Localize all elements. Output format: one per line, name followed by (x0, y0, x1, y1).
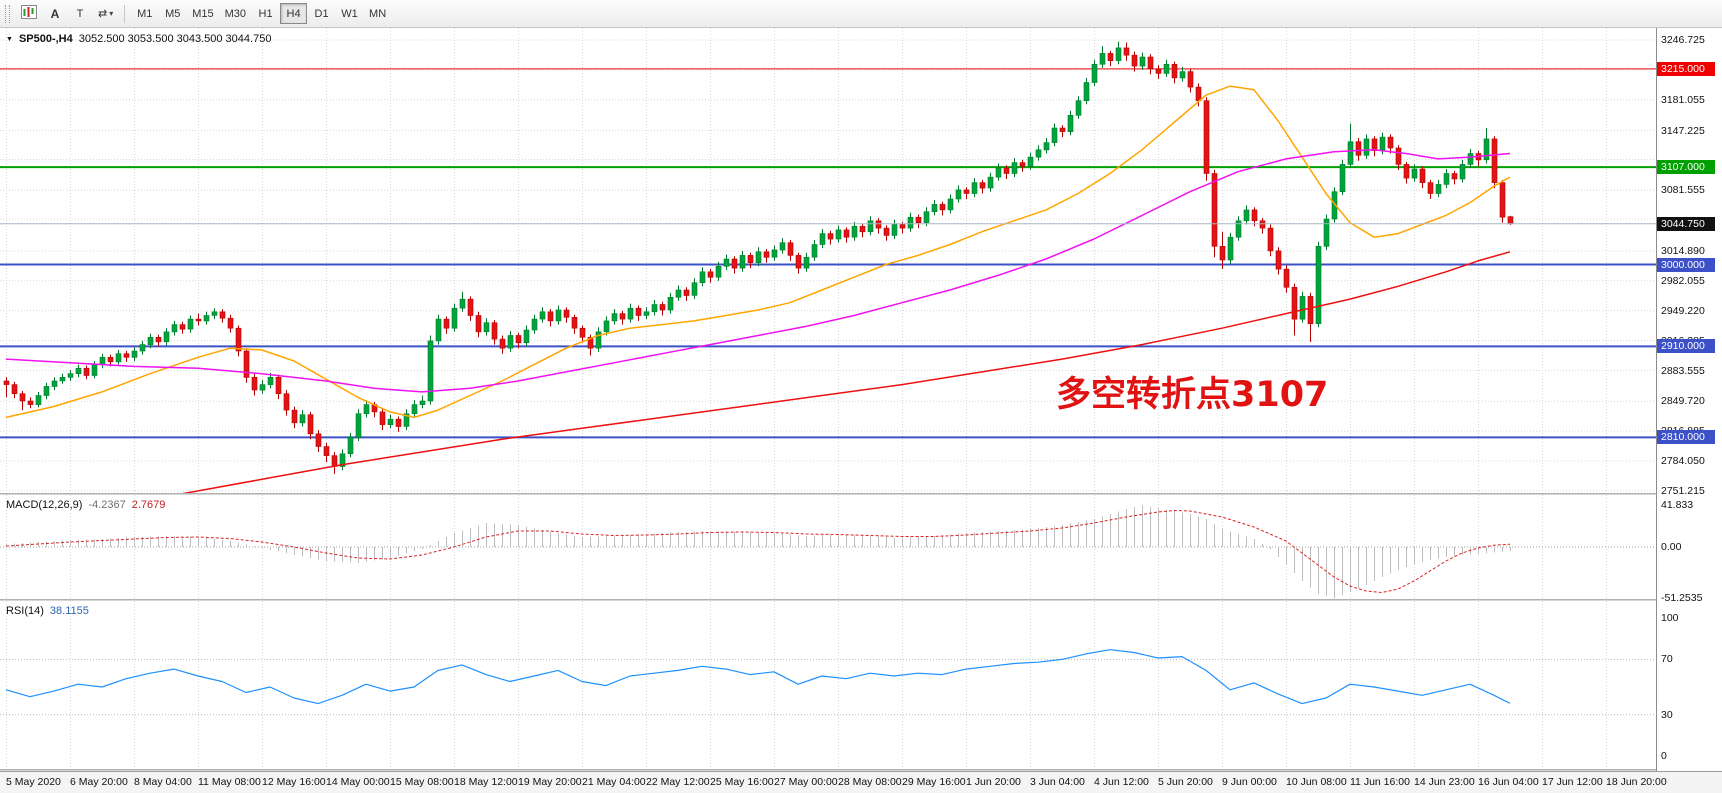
price-axis[interactable]: 3246.725 3181.055 3147.225 3081.555 3014.890… (1656, 28, 1722, 771)
pane-separator[interactable] (0, 493, 1722, 495)
annotation-text[interactable]: 多空转折点3107 (1056, 375, 1329, 415)
time-axis-label: 3 Jun 04:00 (1030, 776, 1085, 788)
time-axis-label: 18 Jun 20:00 (1606, 776, 1667, 788)
price-marker-label: 3107.000 (1657, 160, 1715, 175)
time-axis-label: 22 May 12:00 (646, 776, 710, 788)
cursor-a-button[interactable]: A (43, 3, 67, 24)
price-marker-label: 3044.750 (1657, 216, 1715, 231)
symbol-title: SP500-,H4 (18, 33, 73, 45)
time-axis-label: 5 May 2020 (6, 776, 61, 788)
macd-indicator-name: MACD(12,26,9) (6, 499, 83, 511)
time-axis-label: 1 Jun 20:00 (966, 776, 1021, 788)
price-axis-label: 0.00 (1661, 541, 1682, 553)
time-axis-label: 27 May 00:00 (774, 776, 838, 788)
arrows-icon: ⇄ (98, 8, 108, 20)
time-axis-label: 4 Jun 12:00 (1094, 776, 1149, 788)
chart-title: ▼ SP500-,H4 3052.500 3053.500 3043.500 3… (6, 33, 271, 45)
ma-slow-red (182, 251, 1511, 493)
candles-layer (3, 41, 1514, 474)
time-axis-label: 19 May 20:00 (518, 776, 582, 788)
timeframe-m15-button[interactable]: M15 (187, 3, 218, 24)
price-axis-label: 30 (1661, 708, 1673, 721)
price-axis-label: -51.2535 (1661, 592, 1703, 605)
price-axis-label: 2949.220 (1661, 304, 1705, 317)
time-axis-label: 10 Jun 08:00 (1286, 776, 1347, 788)
macd-histogram (6, 505, 1511, 599)
price-axis-label: 2982.055 (1661, 274, 1705, 287)
timeframe-mn-button[interactable]: MN (364, 3, 391, 24)
rsi-value: 38.1155 (49, 605, 89, 617)
rsi-header: RSI(14) 38.1155 (6, 605, 89, 617)
pane-separator[interactable] (0, 599, 1722, 601)
time-axis-label: 21 May 04:00 (582, 776, 646, 788)
rsi-line (5, 649, 1511, 705)
time-axis-label: 16 Jun 04:00 (1478, 776, 1539, 788)
macd-signal-line (5, 509, 1511, 594)
time-axis-label: 17 Jun 12:00 (1542, 776, 1603, 788)
price-axis-label: 0 (1661, 750, 1667, 762)
timeframe-h1-button[interactable]: H1 (252, 3, 279, 24)
timeframe-w1-button[interactable]: W1 (336, 3, 363, 24)
rsi-pane[interactable] (0, 601, 1656, 769)
letter-a-icon: A (50, 6, 60, 21)
chevron-down-icon: ▾ (109, 9, 114, 18)
time-axis-label: 6 May 20:00 (70, 776, 128, 788)
price-axis-label: 41.833 (1661, 499, 1694, 512)
price-axis-label: 100 (1661, 612, 1679, 624)
text-tool-button[interactable]: T (68, 3, 92, 24)
rsi-indicator-name: RSI(14) (6, 605, 44, 617)
time-axis-label: 25 May 16:00 (710, 776, 774, 788)
time-axis-label: 14 May 00:00 (326, 776, 390, 788)
price-axis-label: 2883.555 (1661, 364, 1705, 377)
time-axis-label: 28 May 08:00 (838, 776, 902, 788)
macd-header: MACD(12,26,9) -4.2367 2.7679 (6, 499, 165, 511)
price-axis-label: 3014.890 (1661, 245, 1705, 257)
price-axis-label: 2784.050 (1661, 455, 1705, 467)
macd-signal-value: 2.7679 (131, 499, 166, 511)
price-axis-label: 3147.225 (1661, 124, 1705, 137)
toolbar-separator (124, 4, 126, 23)
price-axis-label: 2849.720 (1661, 395, 1705, 408)
timeframe-m1-button[interactable]: M1 (131, 3, 158, 24)
main-chart-pane[interactable] (0, 28, 1656, 493)
time-axis-label: 11 Jun 16:00 (1350, 776, 1410, 788)
price-axis-label: 2751.215 (1661, 484, 1705, 497)
ohlc-values: 3052.500 3053.500 3043.500 3044.750 (78, 33, 272, 45)
price-marker-label: 2810.000 (1657, 430, 1715, 445)
timeframe-buttons: M1 M5 M15 M30 H1 H4 D1 W1 MN (131, 3, 391, 24)
timeframe-m5-button[interactable]: M5 (159, 3, 186, 24)
time-axis-label: 5 Jun 20:00 (1158, 776, 1213, 788)
time-axis-label: 18 May 12:00 (454, 776, 518, 788)
price-marker-label: 2910.000 (1657, 339, 1715, 354)
price-axis-label: 3181.055 (1661, 93, 1705, 106)
collapse-triangle-icon[interactable]: ▼ (6, 36, 13, 43)
price-axis-label: 3081.555 (1661, 184, 1705, 197)
ma-mid-magenta (5, 149, 1511, 393)
candlestick-chart-icon (21, 5, 37, 22)
price-axis-label: 3246.725 (1661, 34, 1705, 46)
macd-value: -4.2367 (88, 499, 126, 511)
time-axis-label: 11 May 08:00 (198, 776, 261, 788)
toolbar: A T ⇄ ▾ M1 M5 M15 M30 H1 H4 D1 W1 MN (0, 0, 1722, 28)
pane-separator[interactable] (0, 769, 1722, 771)
price-axis-label: 70 (1661, 653, 1673, 666)
timeframe-m30-button[interactable]: M30 (220, 3, 251, 24)
text-tool-icon: T (76, 7, 84, 20)
time-axis[interactable]: 5 May 2020 6 May 20:00 8 May 04:00 11 May 0… (0, 771, 1722, 793)
time-axis-label: 29 May 16:00 (902, 776, 966, 788)
time-axis-label: 15 May 08:00 (390, 776, 454, 788)
macd-pane[interactable] (0, 495, 1656, 599)
timeframe-h4-button[interactable]: H4 (280, 3, 308, 24)
symbol-switch-button[interactable]: ⇄ ▾ (93, 3, 118, 24)
price-marker-label: 3000.000 (1657, 257, 1715, 272)
time-axis-label: 14 Jun 23:00 (1414, 776, 1475, 788)
price-marker-label: 3215.000 (1657, 61, 1715, 76)
grid-layer (0, 28, 1656, 493)
toolbar-grip[interactable] (5, 4, 10, 23)
time-axis-label: 8 May 04:00 (134, 776, 192, 788)
time-axis-label: 9 Jun 00:00 (1222, 776, 1277, 788)
charts-icon-button[interactable] (16, 3, 42, 24)
timeframe-d1-button[interactable]: D1 (308, 3, 335, 24)
time-axis-label: 12 May 16:00 (262, 776, 326, 788)
